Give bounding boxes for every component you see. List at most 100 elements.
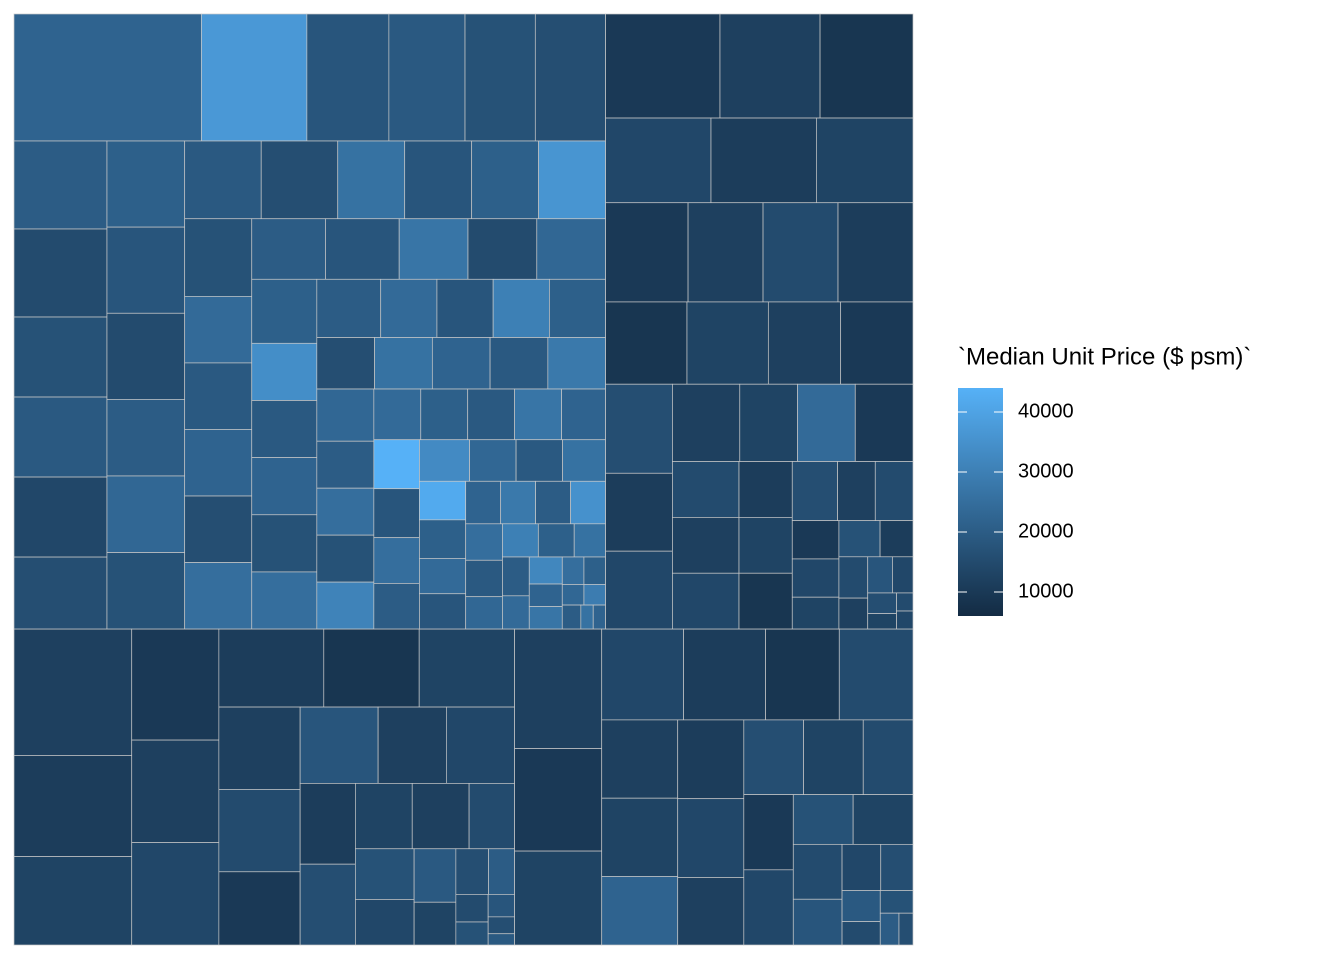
tile — [106, 552, 186, 630]
tile — [446, 706, 515, 784]
tile — [874, 461, 914, 522]
tile — [502, 556, 530, 597]
tile — [605, 472, 673, 552]
tile — [767, 301, 842, 385]
tile — [323, 628, 420, 708]
tile — [672, 461, 740, 518]
tile — [251, 571, 318, 630]
tile — [838, 520, 881, 558]
tile — [184, 495, 253, 563]
tile — [13, 140, 108, 230]
tile — [465, 523, 503, 561]
tile — [762, 202, 839, 303]
tile — [854, 383, 914, 462]
tile — [419, 439, 470, 482]
treemap — [13, 13, 914, 946]
tile — [436, 278, 494, 338]
tile — [605, 117, 712, 204]
tile — [797, 383, 856, 462]
tile — [879, 520, 914, 558]
tile — [316, 534, 375, 583]
tile — [184, 562, 253, 630]
tile — [487, 894, 515, 918]
tile — [500, 480, 536, 525]
tile — [838, 597, 869, 630]
tile — [791, 461, 838, 522]
tile — [879, 890, 914, 914]
tile — [355, 783, 413, 850]
tile — [837, 461, 876, 522]
tile — [528, 583, 563, 607]
tile — [218, 628, 325, 708]
tile — [816, 117, 914, 204]
tile — [251, 457, 318, 516]
tile — [791, 558, 840, 598]
colorbar-tick-label: 10000 — [1018, 580, 1074, 602]
tile — [411, 783, 470, 850]
tile — [374, 337, 433, 390]
tile — [13, 316, 108, 398]
tile — [455, 848, 489, 895]
tile — [398, 218, 469, 280]
tile — [605, 383, 673, 474]
tile — [605, 301, 688, 385]
tile — [583, 584, 606, 606]
tile — [251, 514, 318, 573]
tile — [867, 613, 897, 630]
tile — [106, 399, 186, 477]
tile — [316, 337, 375, 390]
tile — [538, 140, 606, 220]
tile — [487, 916, 515, 935]
tile — [492, 278, 550, 338]
tile — [837, 202, 914, 303]
tile — [601, 797, 679, 877]
tile — [879, 912, 900, 946]
tile — [251, 342, 318, 401]
tile — [251, 218, 326, 280]
tile — [404, 140, 473, 220]
tile — [316, 581, 375, 630]
tile — [419, 519, 467, 559]
tile — [892, 556, 914, 594]
tile — [738, 461, 793, 518]
tile — [549, 278, 606, 338]
tile — [672, 572, 740, 630]
tile — [580, 604, 594, 630]
tile — [561, 388, 606, 441]
tile — [528, 556, 563, 585]
tile — [316, 278, 382, 338]
tile — [13, 628, 133, 756]
tile — [184, 362, 253, 430]
tile — [819, 13, 914, 119]
tile — [601, 628, 684, 721]
tile — [561, 604, 582, 630]
tile — [583, 556, 606, 585]
tile — [487, 933, 515, 946]
tile — [13, 755, 133, 857]
tile — [547, 337, 606, 390]
tile — [738, 517, 793, 574]
tile — [471, 140, 539, 220]
tile — [792, 843, 843, 900]
tile — [743, 869, 794, 946]
tile — [838, 556, 869, 599]
tile — [803, 719, 864, 795]
tile — [355, 848, 415, 900]
tile — [413, 848, 457, 903]
tile — [260, 140, 339, 220]
tile — [373, 583, 420, 630]
tile — [561, 584, 585, 606]
tile — [896, 610, 914, 630]
tile — [672, 517, 740, 574]
tile — [251, 278, 318, 344]
tile — [184, 296, 253, 364]
tile — [536, 218, 606, 280]
tile — [514, 748, 603, 852]
tile — [184, 429, 253, 497]
tile — [852, 794, 914, 845]
tile — [455, 894, 489, 923]
tile — [514, 628, 603, 749]
tile — [377, 706, 447, 784]
legend-title: `Median Unit Price ($ psm)` — [958, 343, 1251, 370]
tile — [898, 912, 914, 946]
